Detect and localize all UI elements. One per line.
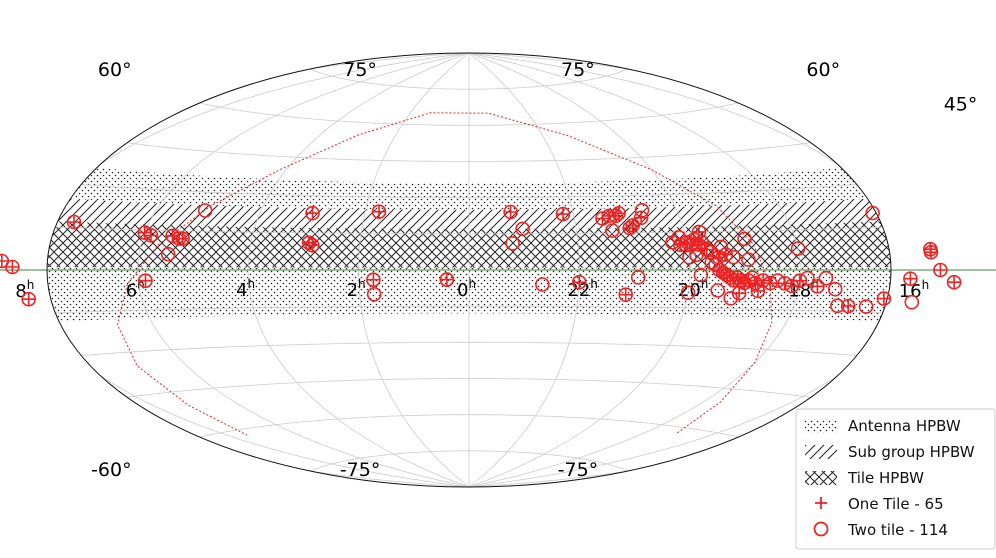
- source-marker: [876, 291, 892, 306]
- source-marker: [858, 299, 874, 314]
- projection-outline: [46, 52, 892, 488]
- legend-label-subgroup: Sub group HPBW: [848, 443, 975, 461]
- dec-label-right: 60°: [806, 59, 840, 81]
- source-marker: [691, 224, 707, 240]
- galactic-plane-line: [116, 112, 773, 436]
- source-marker: [923, 244, 939, 260]
- source-marker: [625, 218, 641, 233]
- source-marker: [143, 228, 159, 243]
- source-marker: [790, 241, 806, 256]
- source-marker: [713, 239, 729, 255]
- source-marker: [704, 255, 720, 270]
- source-marker: [671, 230, 687, 245]
- legend-label-one-tile: One Tile - 65: [848, 495, 944, 513]
- source-marker: [555, 206, 571, 222]
- source-marker: [708, 257, 723, 273]
- legend-item-antenna: Antenna HPBW: [805, 417, 961, 435]
- dec-label-left: 60°: [98, 59, 132, 81]
- source-marker: [503, 204, 518, 220]
- source-marker: [622, 220, 638, 236]
- source-marker: [933, 262, 948, 278]
- source-marker: [21, 291, 37, 307]
- source-marker: [160, 246, 176, 262]
- source-marker: [66, 214, 82, 230]
- source-marker: [903, 271, 918, 287]
- dec-label-right: -75°: [558, 459, 599, 481]
- source-marker: [630, 270, 646, 285]
- source-marker: [305, 205, 320, 221]
- source-marker: [748, 275, 763, 291]
- source-marker: [680, 285, 696, 301]
- source-marker: [810, 278, 825, 294]
- source-markers: [0, 203, 962, 314]
- source-marker: [0, 253, 10, 269]
- source-marker: [439, 272, 455, 287]
- ra-gridline: [468, 53, 891, 487]
- source-marker: [5, 259, 20, 275]
- legend-label-tile: Tile HPBW: [847, 469, 924, 487]
- source-marker: [800, 270, 815, 286]
- dec-gridline: [47, 341, 891, 379]
- source-marker: [723, 290, 739, 306]
- legend-box: [795, 408, 996, 550]
- source-marker: [726, 249, 741, 265]
- ra-label: 8h: [15, 278, 34, 302]
- source-marker: [865, 205, 880, 221]
- source-marker: [505, 236, 520, 251]
- source-marker: [762, 275, 778, 291]
- source-marker: [682, 250, 697, 265]
- dec-label-left: 75°: [343, 59, 377, 81]
- source-marker: [535, 277, 550, 292]
- source-marker: [197, 203, 213, 218]
- dec-label-left: -60°: [91, 459, 132, 481]
- source-marker: [571, 274, 587, 290]
- source-marker: [699, 242, 715, 257]
- source-marker: [634, 203, 650, 218]
- source-marker: [611, 206, 626, 221]
- source-marker: [750, 283, 766, 299]
- source-marker: [818, 270, 834, 286]
- source-marker: [605, 223, 620, 238]
- source-marker: [515, 221, 530, 237]
- source-marker: [366, 286, 382, 302]
- source-marker: [792, 273, 808, 289]
- source-marker: [827, 281, 843, 297]
- legend-label-two-tile: Two tile - 114: [847, 521, 948, 539]
- source-marker: [741, 252, 756, 267]
- legend-item-tile: Tile HPBW: [805, 469, 924, 487]
- source-marker: [710, 283, 726, 298]
- legend-item-two-tile: Two tile - 114: [813, 521, 948, 539]
- source-marker: [946, 274, 962, 290]
- source-marker: [904, 294, 920, 310]
- source-marker: [371, 204, 387, 219]
- dec-label-right: 75°: [561, 59, 595, 81]
- legend-item-one-tile: One Tile - 65: [815, 495, 944, 513]
- source-marker: [175, 231, 190, 246]
- dec-label-left: -75°: [340, 459, 381, 481]
- source-marker: [840, 298, 856, 314]
- legend-label-antenna: Antenna HPBW: [848, 417, 961, 435]
- ra-label: 16h: [899, 278, 930, 302]
- dec-label-right: 45°: [944, 94, 978, 116]
- source-marker: [366, 272, 381, 288]
- source-marker: [618, 287, 634, 303]
- source-marker: [693, 267, 709, 283]
- beam-bands: [47, 142, 891, 338]
- legend-item-subgroup: Sub group HPBW: [805, 443, 975, 461]
- legend: Antenna HPBW Sub group HPBW Tile HPBW On…: [795, 408, 996, 550]
- ra-gridline: [47, 53, 470, 487]
- source-marker: [304, 238, 320, 253]
- source-marker: [633, 210, 649, 226]
- source-marker: [138, 273, 153, 289]
- source-marker: [737, 231, 752, 247]
